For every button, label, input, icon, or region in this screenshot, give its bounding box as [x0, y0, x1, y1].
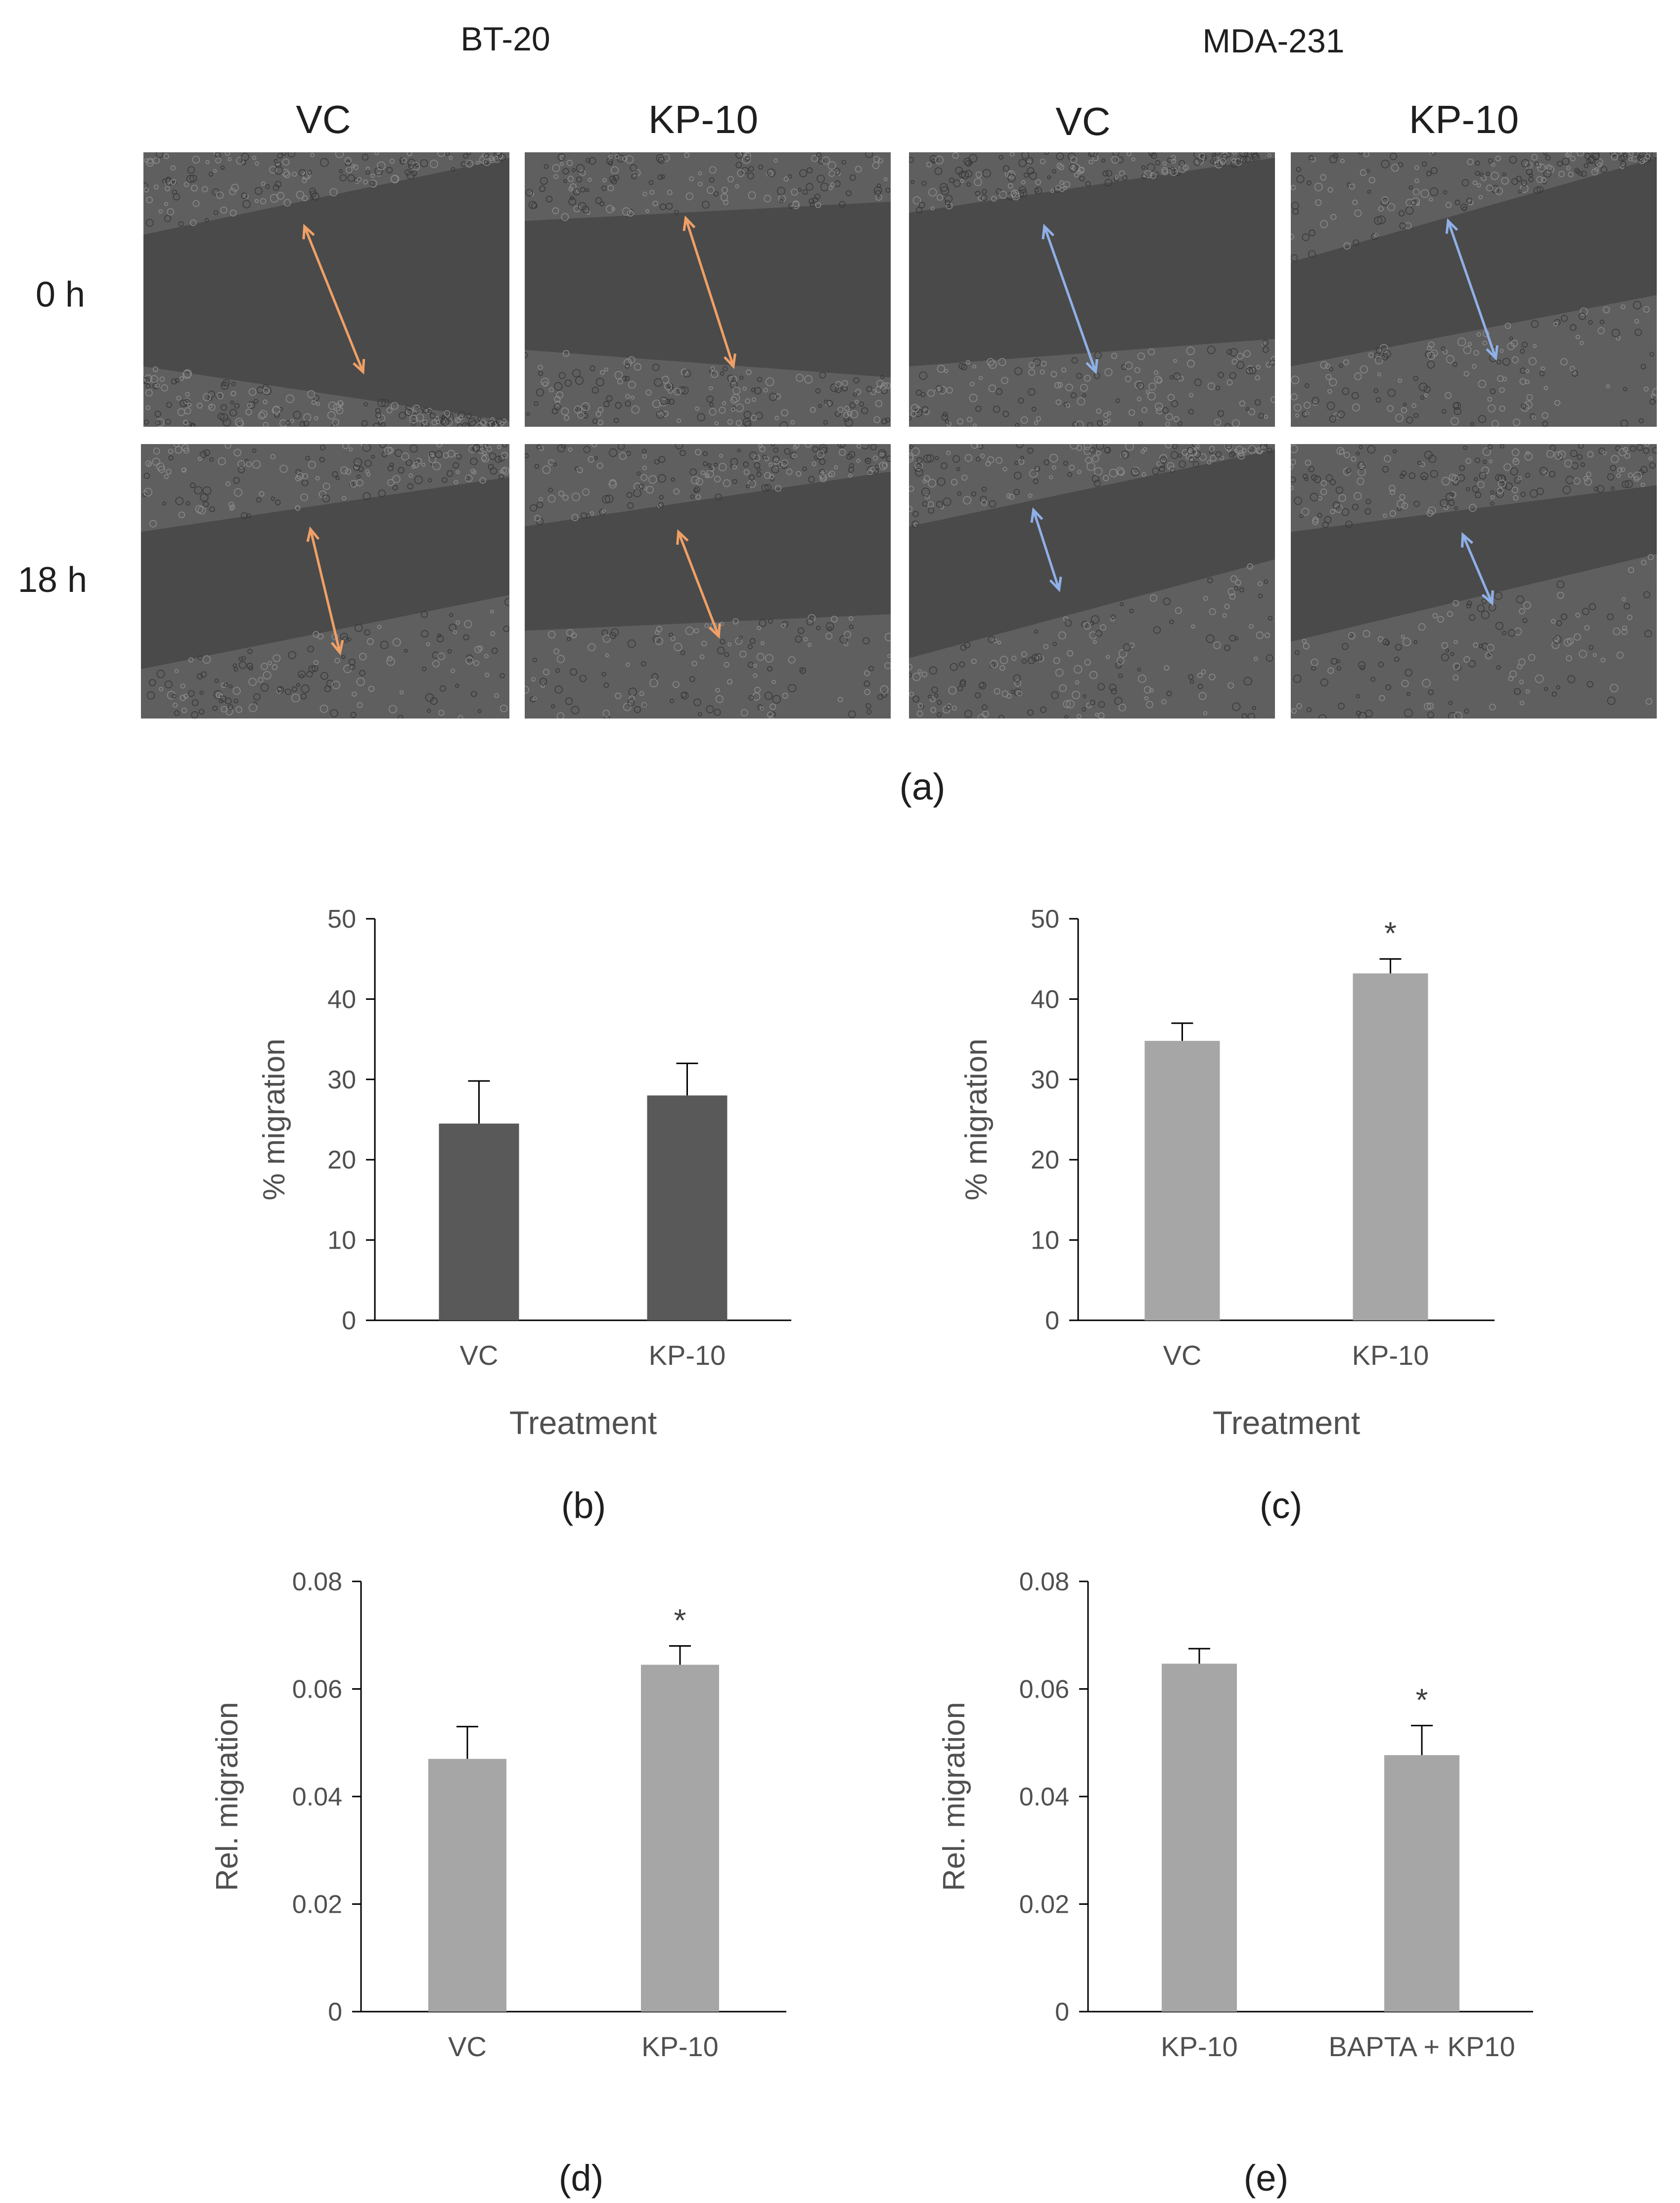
y-tick-label: 0.04 — [292, 1783, 342, 1811]
error-bar — [1188, 1648, 1210, 1664]
x-tick-label: KP-10 — [1352, 1340, 1429, 1371]
significance-marker: * — [674, 1603, 686, 1638]
y-axis-label: % migration — [959, 1038, 994, 1200]
x-axis-label: Treatment — [1213, 1404, 1360, 1441]
y-tick-label: 0 — [1055, 1998, 1069, 2026]
micrograph-bt20-vc-18h — [141, 444, 509, 719]
y-tick-label: 40 — [327, 985, 356, 1014]
panel-label: (e) — [1244, 2158, 1288, 2199]
y-tick-label: 0.04 — [1019, 1783, 1069, 1811]
y-tick-label: 0.02 — [1019, 1890, 1069, 1919]
x-tick-label: KP-10 — [641, 2031, 719, 2062]
significance-marker: * — [1384, 915, 1397, 951]
error-bar — [676, 1062, 698, 1096]
y-tick-label: 20 — [1031, 1146, 1059, 1174]
column-label-mda231-kp10: KP-10 — [1408, 97, 1519, 141]
axes: 0 0.02 0.04 0.06 0.08 — [1019, 1568, 1533, 2026]
y-tick-label: 0 — [1045, 1306, 1059, 1335]
y-tick-label: 0.08 — [1019, 1568, 1069, 1596]
bar — [439, 1124, 519, 1320]
y-tick-label: 30 — [1031, 1066, 1059, 1094]
bar-chart-c: 0 10 20 30 40 50 VC * KP-10 % migration Treatment (… — [959, 905, 1495, 1526]
bar — [1144, 1040, 1220, 1320]
column-label-mda231-vc: VC — [1055, 99, 1111, 143]
error-bar — [468, 1080, 490, 1124]
error-bar — [456, 1726, 478, 1759]
column-label-bt20-vc: VC — [296, 97, 351, 141]
row-label-0h: 0 h — [36, 275, 86, 315]
micrograph-mda231-kp10-18h — [1291, 444, 1657, 719]
error-bar — [669, 1645, 691, 1665]
bar-chart-d: 0 0.02 0.04 0.06 0.08 VC * KP-10 Rel. migration (… — [210, 1568, 786, 2199]
y-tick-label: 10 — [1031, 1226, 1059, 1255]
x-tick-label: VC — [1163, 1340, 1202, 1371]
y-axis-label: Rel. migration — [937, 1702, 971, 1891]
column-label-bt20-kp10: KP-10 — [648, 97, 759, 141]
micrograph-bt20-kp10-0h — [525, 152, 891, 427]
x-axis-label: Treatment — [509, 1404, 657, 1441]
x-tick-label: VC — [448, 2031, 487, 2062]
x-tick-label: VC — [460, 1340, 499, 1371]
y-tick-label: 0.06 — [1019, 1675, 1069, 1704]
x-tick-label: BAPTA + KP10 — [1328, 2031, 1515, 2062]
y-tick-label: 0.08 — [292, 1568, 342, 1596]
y-tick-label: 50 — [1031, 905, 1059, 934]
axes: 0 0.02 0.04 0.06 0.08 — [292, 1568, 786, 2026]
micrograph-mda231-vc-18h — [909, 444, 1275, 719]
panel-label: (b) — [561, 1485, 606, 1526]
y-tick-label: 20 — [327, 1146, 356, 1174]
y-tick-label: 0 — [328, 1998, 342, 2026]
y-tick-label: 0.02 — [292, 1890, 342, 1919]
row-label-18h: 18 h — [18, 560, 88, 600]
micrograph-bt20-vc-0h — [143, 152, 509, 427]
micrograph-bt20-kp10-18h — [525, 444, 891, 719]
error-bar — [1379, 958, 1402, 974]
panel-label-a: (a) — [899, 766, 946, 808]
bar — [647, 1095, 727, 1320]
x-tick-label: KP-10 — [649, 1340, 726, 1371]
micrograph-mda231-vc-0h — [909, 152, 1275, 427]
group-title-bt20: BT-20 — [460, 20, 550, 58]
panel-label: (c) — [1260, 1485, 1302, 1526]
y-tick-label: 40 — [1031, 985, 1059, 1014]
y-tick-label: 30 — [327, 1066, 356, 1094]
bar — [1353, 973, 1428, 1320]
panel-label: (d) — [559, 2158, 603, 2199]
y-axis-label: Rel. migration — [210, 1702, 244, 1891]
y-tick-label: 10 — [327, 1226, 356, 1255]
bar — [1162, 1663, 1237, 2012]
y-tick-label: 0.06 — [292, 1675, 342, 1704]
bar — [428, 1758, 506, 2012]
y-tick-label: 50 — [327, 905, 356, 934]
bar — [641, 1664, 719, 2012]
error-bar — [1171, 1022, 1193, 1041]
significance-marker: * — [1416, 1682, 1428, 1717]
error-bar — [1411, 1724, 1433, 1755]
y-axis-label: % migration — [257, 1038, 291, 1200]
micrograph-mda231-kp10-0h — [1291, 152, 1657, 427]
bar — [1384, 1755, 1459, 2012]
y-tick-label: 0 — [342, 1306, 356, 1335]
group-title-mda231: MDA-231 — [1202, 22, 1345, 60]
bar-chart-e: 0 0.02 0.04 0.06 0.08 KP-10 * BAPTA + KP10 Rel. … — [937, 1568, 1533, 2199]
bar-chart-b: 0 10 20 30 40 50 VC KP-10 % migration Treatment (b… — [257, 905, 791, 1526]
x-tick-label: KP-10 — [1161, 2031, 1238, 2062]
